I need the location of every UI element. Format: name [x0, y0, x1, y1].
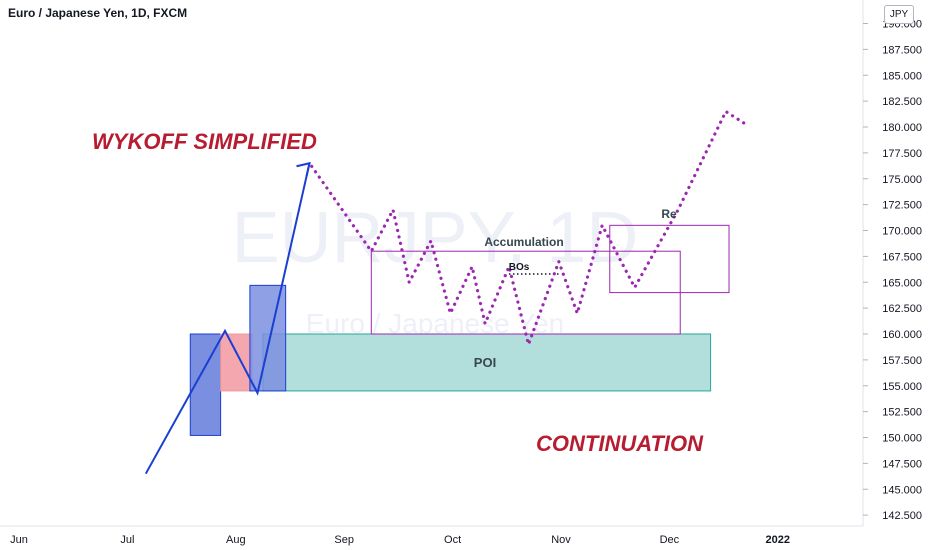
zones-layer [262, 333, 712, 392]
price-tick-label: 172.500 [882, 200, 922, 212]
pink-box [220, 333, 253, 392]
time-tick-label: Dec [660, 534, 680, 546]
price-tick-label: 167.500 [882, 251, 922, 263]
price-tick-label: 150.000 [882, 433, 922, 445]
poi-label: POI [474, 355, 496, 370]
price-tick-label: 145.000 [882, 484, 922, 496]
poi-zone [262, 333, 712, 392]
time-tick-label: Jun [10, 534, 28, 546]
impulse-arrowhead [296, 161, 311, 177]
time-tick-label: 2022 [766, 534, 790, 546]
price-tick-label: 165.000 [882, 277, 922, 289]
price-tick-label: 175.000 [882, 174, 922, 186]
currency-badge[interactable]: JPY [884, 5, 914, 24]
wykoff-title-label: WYKOFF SIMPLIFIED [92, 129, 317, 154]
accumulation-label: Accumulation [484, 235, 563, 249]
price-tick-label: 147.500 [882, 458, 922, 470]
price-axis[interactable]: 142.500 145.000 147.500 150.000 152.500 155.0… [862, 0, 922, 526]
time-tick-label: Aug [226, 534, 246, 546]
impulse-line [144, 162, 311, 475]
price-tick-label: 157.500 [882, 355, 922, 367]
lines-layer [144, 109, 747, 475]
time-tick-label: Sep [334, 534, 354, 546]
time-axis[interactable]: Jun Jul Aug Sep Oct Nov Dec 2022 [0, 525, 863, 546]
price-tick-label: 152.500 [882, 407, 922, 419]
price-tick-label: 180.000 [882, 122, 922, 134]
bos-label: BOs [509, 262, 530, 273]
symbol-title: Euro / Japanese Yen, 1D, FXCM [8, 6, 188, 20]
price-tick-label: 170.000 [882, 226, 922, 238]
price-tick-label: 162.500 [882, 303, 922, 315]
reaccumulation-box [609, 224, 730, 294]
price-tick-label: 177.500 [882, 148, 922, 160]
price-tick-label: 155.000 [882, 381, 922, 393]
price-tick-label: 185.000 [882, 70, 922, 82]
time-tick-label: Nov [551, 534, 571, 546]
continuation-label: CONTINUATION [536, 431, 704, 456]
price-tick-label: 187.500 [882, 44, 922, 56]
price-tick-label: 160.000 [882, 329, 922, 341]
time-tick-label: Jul [120, 534, 134, 546]
re-label: Re [661, 207, 677, 221]
time-tick-label: Oct [444, 534, 461, 546]
watermark: EURJPY, 1D Euro / Japanese Yen [232, 198, 639, 339]
price-tick-label: 142.500 [882, 510, 922, 522]
price-tick-label: 182.500 [882, 96, 922, 108]
blue-box-2 [249, 284, 287, 392]
labels-layer: WYKOFF SIMPLIFIED CONTINUATION POI Accumula… [92, 129, 704, 456]
